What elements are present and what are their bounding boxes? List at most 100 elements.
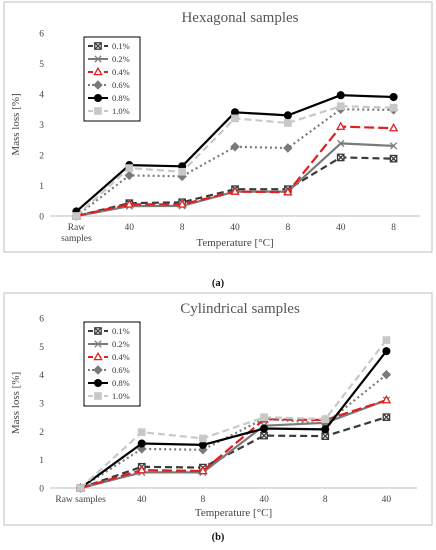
y-axis-title: Mass loss [%] [10,372,22,434]
x-tick-label: 40 [125,223,135,233]
chart-title: Cylindrical samples [180,301,300,317]
data-point [230,186,240,195]
data-point [283,111,292,120]
y-tick-label: 3 [39,400,44,410]
data-point [178,167,186,176]
x-tick-label: 40 [137,495,147,505]
y-tick-label: 4 [39,91,44,101]
x-tick-label: 8 [391,223,396,233]
data-point [321,415,330,424]
legend-marker [94,55,102,63]
chart-title: Hexagonal samples [181,10,298,26]
legend-label: 0.4% [112,67,130,77]
data-point [382,336,391,344]
legend-marker [94,392,102,400]
data-point [381,369,392,380]
legend-box [83,321,141,407]
data-point [125,164,134,172]
legend-marker [94,107,102,115]
data-point [336,121,346,130]
chart-panel-cylindrical: Cylindrical samples 0 1 2 3 4 5 6 Raw samples 40 8… [3,292,433,526]
y-tick-label: 0 [39,213,44,223]
data-point [283,143,293,153]
legend-label: 1.0% [112,391,130,401]
legend-marker [93,351,103,361]
legend-marker [93,66,103,76]
y-tick-label: 0 [39,485,44,495]
legend-box [83,36,141,122]
x-tick-label: 40 [259,495,269,505]
legend: 0.1% 0.2% 0.4% 0.6% 0.8% 1.0% [83,321,141,407]
x-axis-title: Temperature [°C] [195,507,272,519]
y-tick-label: 3 [39,121,44,131]
legend-label: 1.0% [112,106,130,116]
data-point [231,114,239,123]
data-point [137,428,146,437]
y-axis-title: Mass loss [%] [10,93,22,155]
legend-label: 0.2% [112,54,130,64]
legend-marker [93,365,103,375]
data-point [337,139,345,148]
data-point [124,170,135,181]
data-point [321,432,330,441]
legend-label: 0.6% [112,80,130,90]
data-point [76,484,85,492]
y-tick-label: 5 [39,343,44,353]
data-point [336,153,345,162]
legend-marker [94,340,102,348]
data-point [336,102,345,111]
y-tick-label: 6 [39,30,44,40]
data-point [389,103,398,112]
data-point [389,93,398,102]
legend-label: 0.4% [112,352,130,362]
figure-caption: (b) [212,532,225,543]
legend-label: 0.1% [112,41,130,51]
data-point [284,119,292,127]
data-point [260,413,268,422]
data-point [260,424,269,433]
figure-caption: (a) [212,278,225,289]
series-line [80,399,387,490]
series-line [79,350,388,489]
series-line [79,339,388,489]
x-tick-label: 8 [180,223,185,233]
data-point [382,413,391,422]
x-tick-label: 40 [336,223,346,233]
legend-marker [93,378,103,388]
legend-marker [93,93,103,103]
y-tick-label: 4 [39,371,44,381]
x-tick-label: 40 [230,223,240,233]
y-tick-label: 2 [39,428,44,438]
data-point [381,395,392,404]
x-axis-title: Temperature [°C] [196,237,273,249]
data-point [382,347,391,356]
data-point [283,187,293,196]
chart-panel-hexagonal: Hexagonal samples 0 1 2 3 4 5 6 Raw samples 40 8 40 8… [3,1,433,253]
legend-marker [93,80,103,90]
legend-label: 0.2% [112,339,130,349]
data-point [137,465,147,474]
series-1-0pct [72,102,398,220]
legend-label: 0.1% [112,326,130,336]
x-tick-label: 40 [382,495,392,505]
data-point [177,199,187,208]
legend-label: 0.8% [112,93,130,103]
y-tick-label: 5 [39,60,44,70]
data-point [336,91,345,100]
data-point [321,425,330,434]
x-tick-label: Raw samples [61,223,92,244]
data-point [388,123,399,132]
y-tick-label: 2 [39,152,44,162]
legend-label: 0.6% [112,365,130,375]
legend-marker [94,42,102,50]
data-point [260,431,268,440]
x-tick-label: Raw samples [55,495,106,505]
series-line [80,416,387,490]
data-point [137,439,146,448]
data-point [389,154,398,163]
legend: 0.1% 0.2% 0.4% 0.6% 0.8% 1.0% [83,36,141,122]
y-tick-label: 1 [39,456,44,466]
legend-marker [94,327,102,335]
data-point [124,199,134,208]
